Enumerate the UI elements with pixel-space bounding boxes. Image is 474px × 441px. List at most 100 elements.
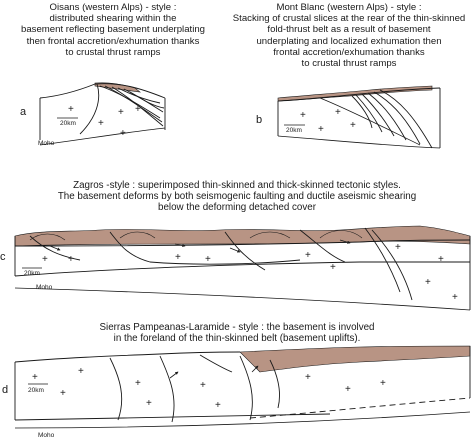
basement-plus: + — [305, 250, 311, 261]
panel-c-section — [14, 225, 471, 311]
panel-c-thrust — [364, 227, 401, 293]
panel-d-section — [14, 345, 471, 429]
basement-plus: + — [68, 104, 74, 115]
panel-c-thrust — [109, 231, 301, 265]
panel-d-surface-dip — [199, 354, 233, 373]
scale-label-c: 20km — [24, 270, 40, 277]
panel-c-cover — [14, 225, 471, 247]
panel-b-slice — [361, 93, 395, 137]
caption-c-line: The basement deforms by both seismogenic… — [57, 191, 417, 203]
panel-c-thrust — [371, 229, 413, 301]
basement-plus: + — [425, 277, 431, 288]
caption-a-line: to crustal thrust ramps — [65, 46, 161, 58]
panel-a-plus: + + + + + — [68, 104, 141, 139]
caption-d-line: Sierras Pampeanas-Laramide - style : the… — [99, 322, 375, 333]
basement-plus: + — [345, 384, 351, 395]
caption-a-line: then frontal accretion/exhumation thanks — [26, 35, 200, 47]
caption-a-line: basement reflecting basement underplatin… — [21, 24, 205, 36]
panel-d-shear-arrow — [169, 371, 179, 379]
moho-label-a: Moho — [38, 140, 55, 147]
basement-plus: + — [330, 262, 336, 273]
panel-b-slice — [379, 89, 433, 149]
caption-a-line: distributed shearing within the — [49, 13, 177, 25]
basement-plus: + — [300, 110, 306, 121]
caption-d-line: in the foreland of the thin-skinned belt… — [113, 333, 361, 345]
caption-b-line: Stacking of crustal slices at the rear o… — [232, 13, 466, 25]
basement-plus: + — [175, 252, 181, 263]
panel-c-shear-arrow — [339, 239, 351, 244]
basement-plus: + — [200, 380, 206, 391]
basement-plus: + — [78, 366, 84, 377]
basement-plus: + — [305, 372, 311, 383]
caption-b-line: Mont Blanc (western Alps) - style : — [276, 2, 422, 13]
basement-plus: + — [98, 118, 104, 129]
panel-b-moho — [277, 135, 441, 149]
panel-b-section — [277, 85, 441, 149]
panel-letter-b: b — [256, 114, 263, 126]
panel-d-cover — [239, 345, 471, 373]
moho-label-d: Moho — [38, 432, 55, 439]
scale-label-a: 20km — [60, 120, 76, 127]
caption-c-line: Zagros -style : superimposed thin-skinne… — [73, 180, 401, 191]
panel-d-basement-boundary — [14, 346, 471, 420]
panel-letter-a: a — [20, 106, 27, 118]
panel-b-plus: + + + + — [300, 107, 356, 135]
panel-letter-c: c — [0, 251, 6, 263]
panel-c-thrust — [29, 235, 81, 261]
basement-plus: + — [380, 378, 386, 389]
panel-c-basement-base — [14, 261, 470, 277]
moho-label-c: Moho — [36, 284, 53, 291]
basement-plus: + — [60, 388, 66, 399]
panel-c-fold — [119, 231, 156, 239]
caption-a-line: Oisans (western Alps) - style : — [49, 2, 177, 13]
panel-a-moho — [39, 127, 166, 146]
panel-d-thrust — [159, 355, 175, 423]
scale-label-b: 20km — [286, 127, 302, 134]
caption-b-line: fold-thrust belt as a result of basement — [267, 24, 431, 36]
caption-b-line: to crustal thrust ramps — [301, 58, 397, 70]
panel-c-shear-arrow — [174, 243, 186, 248]
caption-c-line: below the deforming detached cover — [158, 202, 316, 214]
scale-label-d: 20km — [28, 387, 44, 394]
panel-d-lower-line — [14, 413, 331, 421]
panel-c-thrust — [224, 231, 266, 271]
panel-d-plus: + + + + + + + + + + — [32, 366, 386, 411]
caption-d: Sierras Pampeanas-Laramide - style : the… — [0, 322, 474, 344]
panel-a-surface — [39, 83, 166, 99]
panel-a-shear — [79, 83, 100, 135]
panel-b-basement-boundary — [277, 88, 441, 148]
panel-c-shear-arrow — [49, 245, 61, 251]
panel-c-thrust — [299, 229, 346, 263]
basement-plus: + — [146, 398, 152, 409]
basement-plus: + — [335, 107, 341, 118]
panel-letter-d: d — [2, 384, 9, 396]
basement-plus: + — [120, 128, 126, 139]
basement-plus: + — [135, 378, 141, 389]
panel-d-thrust — [239, 355, 253, 421]
basement-plus: + — [135, 104, 141, 115]
panel-c-moho — [14, 287, 471, 311]
caption-b: Mont Blanc (western Alps) - style : Stac… — [224, 2, 474, 69]
basement-plus: + — [318, 124, 324, 135]
panel-b-surface — [277, 87, 441, 102]
caption-b-line: underplating and localized exhumation th… — [256, 35, 442, 47]
panel-c-fold — [249, 231, 291, 239]
basement-plus: + — [215, 400, 221, 411]
panel-b-slice — [355, 94, 383, 133]
basement-plus: + — [118, 107, 124, 118]
panel-c-decollement — [14, 239, 471, 247]
panel-d-thrust — [269, 359, 281, 409]
panel-c-shear-arrow — [229, 247, 241, 253]
panel-b-fault — [319, 97, 421, 146]
panel-a-shear — [129, 91, 165, 109]
panel-d-shear-arrow — [251, 365, 259, 373]
basement-plus: + — [42, 254, 48, 265]
panel-b-slice — [373, 91, 421, 145]
panel-a-basement-boundary — [39, 98, 166, 140]
panel-a-section — [39, 82, 166, 146]
panel-d-moho — [14, 411, 471, 429]
panel-d-thrust — [109, 357, 123, 421]
panel-d-detachment — [249, 397, 471, 419]
panel-c-plus: + + + + + + + + + + — [42, 242, 458, 303]
